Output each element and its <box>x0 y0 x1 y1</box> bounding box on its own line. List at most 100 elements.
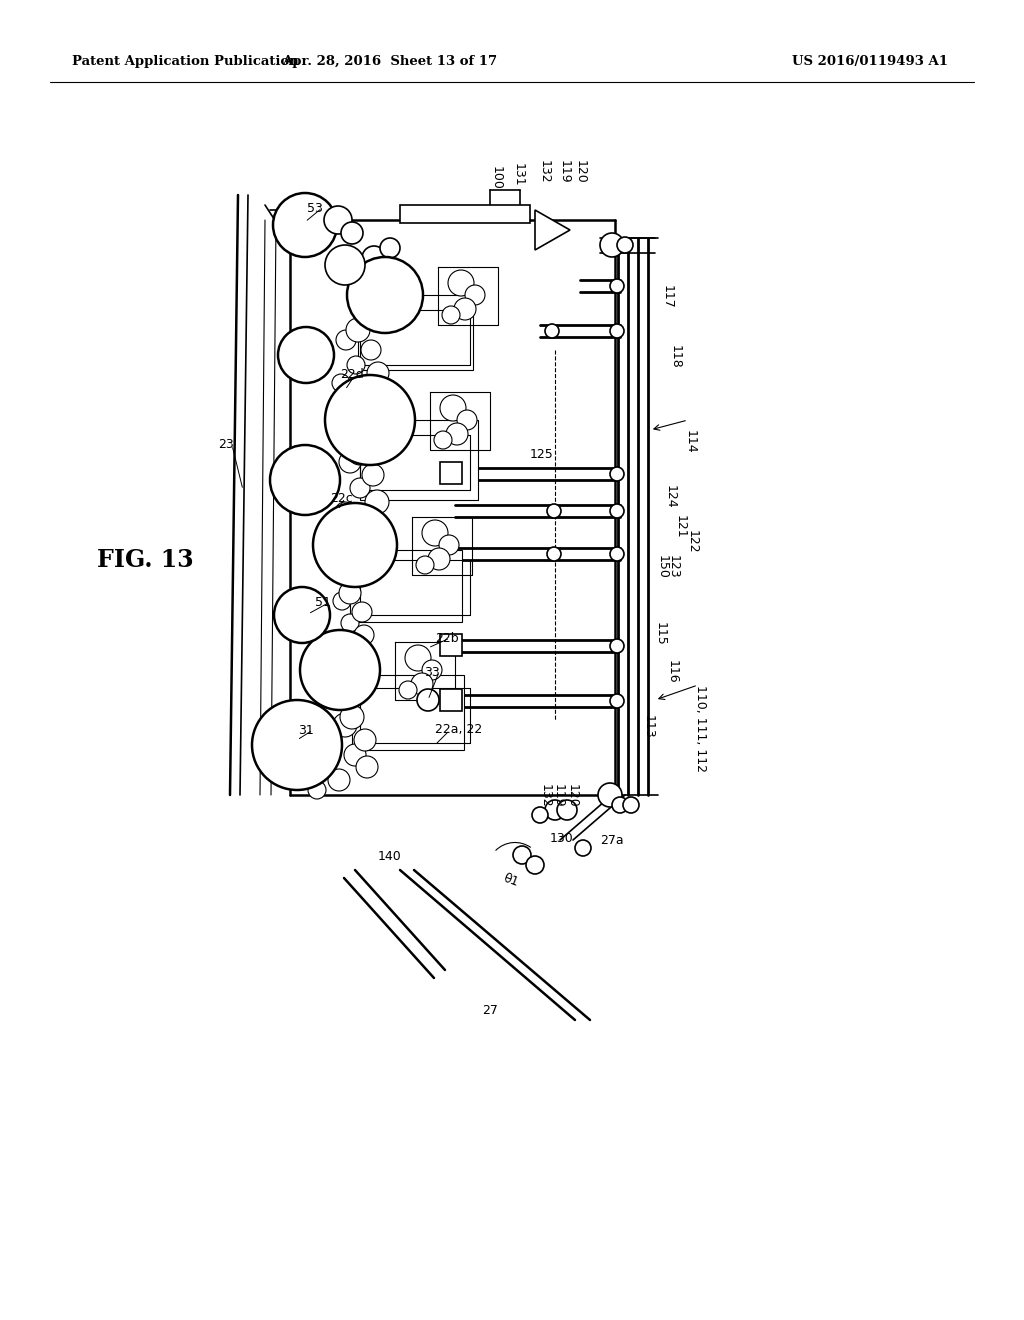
Text: 125: 125 <box>530 449 554 462</box>
Circle shape <box>610 323 624 338</box>
Circle shape <box>347 356 365 374</box>
Circle shape <box>362 465 384 486</box>
Circle shape <box>623 797 639 813</box>
Circle shape <box>324 206 352 234</box>
Circle shape <box>362 246 386 271</box>
Circle shape <box>341 222 362 244</box>
Circle shape <box>417 689 439 711</box>
Text: 31: 31 <box>298 723 313 737</box>
Text: 121: 121 <box>674 515 686 539</box>
Circle shape <box>422 520 449 546</box>
Circle shape <box>356 756 378 777</box>
Circle shape <box>439 535 459 554</box>
Bar <box>440 634 462 656</box>
Text: 140: 140 <box>378 850 401 863</box>
Circle shape <box>340 705 364 729</box>
Circle shape <box>274 587 330 643</box>
Text: 22a, 22: 22a, 22 <box>435 723 482 737</box>
Circle shape <box>575 840 591 855</box>
Circle shape <box>547 504 561 517</box>
Circle shape <box>365 490 389 513</box>
Circle shape <box>446 422 468 445</box>
Circle shape <box>300 630 380 710</box>
Text: 120: 120 <box>574 160 587 183</box>
Circle shape <box>457 411 477 430</box>
Text: 130: 130 <box>550 832 573 845</box>
Text: Patent Application Publication: Patent Application Publication <box>72 55 299 69</box>
Circle shape <box>557 800 577 820</box>
Text: 22d: 22d <box>340 368 364 381</box>
Circle shape <box>406 645 431 671</box>
Circle shape <box>610 279 624 293</box>
Bar <box>440 462 462 484</box>
Circle shape <box>454 298 476 319</box>
Circle shape <box>354 729 376 751</box>
Text: 124: 124 <box>664 484 677 508</box>
Bar <box>352 675 464 750</box>
Circle shape <box>327 634 343 649</box>
Circle shape <box>325 375 415 465</box>
Circle shape <box>547 546 561 561</box>
Text: 131: 131 <box>512 164 525 187</box>
Circle shape <box>344 744 366 766</box>
Text: 110, 111, 112: 110, 111, 112 <box>693 685 707 772</box>
Circle shape <box>325 246 365 285</box>
Circle shape <box>350 510 370 531</box>
Circle shape <box>449 271 474 296</box>
Bar <box>440 689 462 711</box>
Circle shape <box>339 582 361 605</box>
Circle shape <box>411 673 433 696</box>
Text: 22c: 22c <box>330 491 352 504</box>
Text: 150: 150 <box>655 554 669 579</box>
Circle shape <box>545 323 559 338</box>
Circle shape <box>333 591 351 610</box>
Circle shape <box>252 700 342 789</box>
Circle shape <box>598 783 622 807</box>
Circle shape <box>610 694 624 708</box>
Text: 114: 114 <box>683 430 696 454</box>
Circle shape <box>347 257 423 333</box>
Circle shape <box>347 440 373 465</box>
Circle shape <box>600 234 624 257</box>
Circle shape <box>610 639 624 653</box>
Text: FIG. 13: FIG. 13 <box>96 548 194 572</box>
Text: 119: 119 <box>558 160 571 183</box>
Circle shape <box>612 797 628 813</box>
Text: 27a: 27a <box>600 833 624 846</box>
Circle shape <box>610 504 624 517</box>
Text: US 2016/0119493 A1: US 2016/0119493 A1 <box>792 55 948 69</box>
Circle shape <box>526 855 544 874</box>
Text: 22b: 22b <box>435 631 459 644</box>
Circle shape <box>465 285 485 305</box>
Text: 27: 27 <box>482 1003 498 1016</box>
Circle shape <box>617 238 633 253</box>
Circle shape <box>348 268 376 296</box>
Text: 118: 118 <box>669 345 682 368</box>
Text: 53: 53 <box>307 202 323 214</box>
Text: Apr. 28, 2016  Sheet 13 of 17: Apr. 28, 2016 Sheet 13 of 17 <box>283 55 498 69</box>
Circle shape <box>513 846 531 865</box>
Text: 120: 120 <box>565 784 579 808</box>
Text: 100: 100 <box>490 166 503 190</box>
Circle shape <box>335 502 355 521</box>
Circle shape <box>313 503 397 587</box>
Text: 122: 122 <box>685 531 698 553</box>
Bar <box>400 205 530 223</box>
Circle shape <box>350 478 370 498</box>
Text: 113: 113 <box>641 715 654 739</box>
Circle shape <box>270 445 340 515</box>
Circle shape <box>354 380 374 400</box>
Text: θ1: θ1 <box>501 873 520 890</box>
Text: 51: 51 <box>315 595 331 609</box>
Circle shape <box>332 374 350 392</box>
Text: 119: 119 <box>552 784 564 808</box>
Text: 115: 115 <box>653 622 667 645</box>
Circle shape <box>336 330 356 350</box>
Circle shape <box>440 395 466 421</box>
Circle shape <box>273 193 337 257</box>
Circle shape <box>341 642 359 659</box>
Circle shape <box>610 467 624 480</box>
Circle shape <box>610 546 624 561</box>
Bar <box>358 294 473 370</box>
Text: 132: 132 <box>539 784 552 808</box>
